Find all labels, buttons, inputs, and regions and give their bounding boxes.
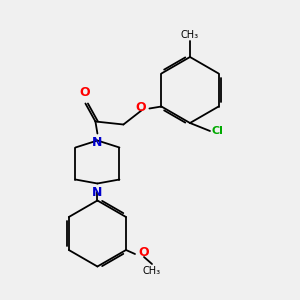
Text: CH₃: CH₃ [143, 266, 161, 276]
Text: N: N [92, 187, 103, 200]
Text: CH₃: CH₃ [181, 30, 199, 40]
Text: O: O [136, 101, 146, 114]
Text: O: O [79, 86, 90, 100]
Text: Cl: Cl [212, 126, 224, 136]
Text: N: N [92, 136, 103, 148]
Text: O: O [138, 247, 148, 260]
